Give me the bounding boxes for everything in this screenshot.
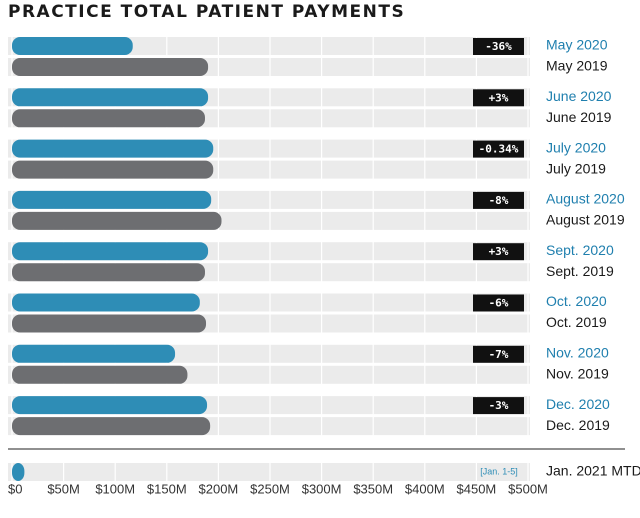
bar [12, 417, 211, 436]
bar [12, 58, 209, 76]
change-label: -0.34% [479, 143, 519, 156]
x-tick-label: $450M [457, 481, 497, 496]
x-tick-label: $350M [353, 481, 393, 496]
bar-label: Sept. 2020 [546, 242, 614, 258]
bar [12, 365, 188, 384]
bar [12, 37, 133, 55]
change-label: -36% [485, 40, 512, 53]
bar-label: Nov. 2019 [546, 366, 609, 382]
bar-label: June 2020 [546, 88, 612, 104]
change-badge [473, 294, 524, 312]
chart-title: PRACTICE TOTAL PATIENT PAYMENTS [8, 2, 405, 22]
bar-label: Oct. 2019 [546, 314, 607, 330]
bar-label: Dec. 2019 [546, 417, 610, 433]
bar-label: August 2020 [546, 191, 625, 207]
bar [12, 88, 209, 107]
x-tick-label: $300M [302, 481, 342, 496]
change-label: -8% [489, 194, 509, 207]
bar-track [8, 463, 530, 481]
change-badge [473, 140, 524, 158]
bar-label: May 2020 [546, 37, 608, 53]
bar-track [8, 37, 530, 55]
x-tick-label: $50M [47, 481, 80, 496]
bar-label: June 2019 [546, 109, 612, 125]
bar-label: Sept. 2019 [546, 263, 614, 279]
x-tick-label: $200M [199, 481, 239, 496]
change-label: -3% [489, 399, 509, 412]
bar-label: August 2019 [546, 212, 625, 228]
change-badge [473, 38, 524, 55]
bar-label: July 2019 [546, 160, 606, 176]
bar [12, 396, 208, 415]
change-label: +3% [489, 245, 509, 258]
bar-label: Oct. 2020 [546, 293, 607, 309]
bar-label: July 2020 [546, 139, 606, 155]
change-label: -7% [489, 348, 509, 361]
change-badge [473, 243, 524, 261]
change-label: +3% [489, 91, 509, 104]
change-badge [473, 191, 524, 209]
bar [12, 211, 222, 230]
bar-label: May 2019 [546, 58, 608, 74]
bar [12, 263, 205, 282]
bar-label: Dec. 2020 [546, 396, 610, 412]
change-badge [473, 345, 524, 363]
x-tick-label: $0 [8, 481, 22, 496]
x-tick-label: $400M [405, 481, 445, 496]
bar [12, 160, 214, 179]
bar [12, 463, 25, 481]
bar [12, 314, 207, 333]
bar [12, 109, 205, 128]
bar [12, 190, 212, 209]
x-tick-label: $500M [508, 481, 548, 496]
change-label: -6% [489, 297, 509, 310]
mtd-note: [Jan. 1-5] [480, 466, 518, 476]
change-badge [473, 89, 524, 107]
bar [12, 293, 200, 312]
mtd-label: Jan. 2021 MTD [546, 463, 640, 479]
bar [12, 344, 176, 363]
x-tick-label: $150M [147, 481, 187, 496]
x-tick-label: $250M [250, 481, 290, 496]
x-tick-label: $100M [95, 481, 135, 496]
bar-label: Nov. 2020 [546, 345, 609, 361]
change-badge [473, 397, 524, 415]
bar [12, 242, 209, 261]
bar [12, 139, 214, 158]
